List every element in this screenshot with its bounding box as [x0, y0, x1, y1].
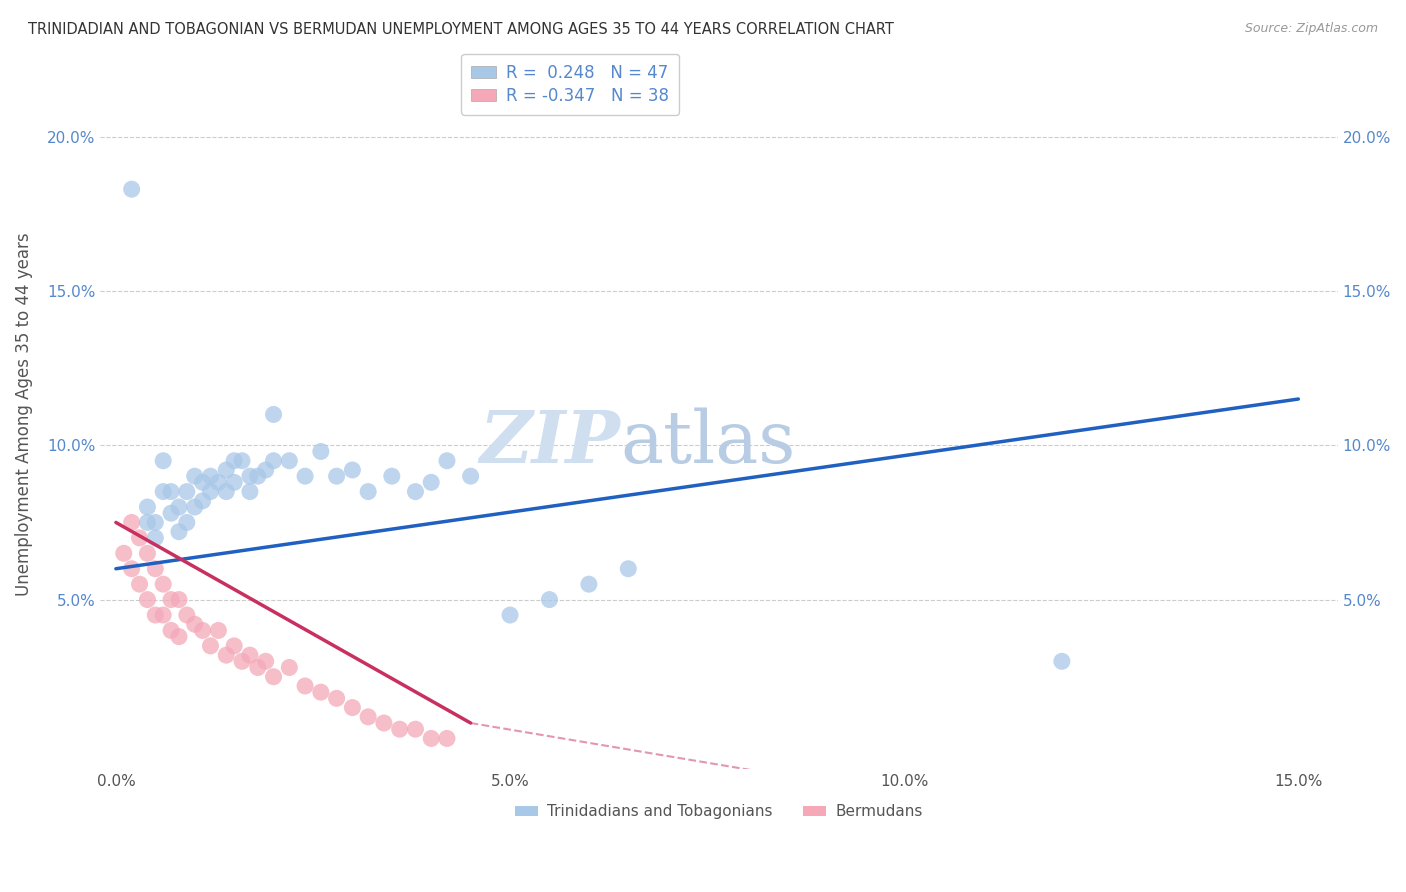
Point — [143, 562, 166, 576]
Point — [121, 562, 143, 576]
Point — [167, 524, 190, 539]
Point — [294, 679, 316, 693]
Point — [136, 546, 159, 560]
Point — [254, 463, 277, 477]
Point — [388, 722, 411, 736]
Point — [231, 454, 253, 468]
Point — [239, 469, 262, 483]
Y-axis label: Unemployment Among Ages 35 to 44 years: Unemployment Among Ages 35 to 44 years — [15, 233, 32, 596]
Point — [215, 463, 238, 477]
Point — [215, 484, 238, 499]
Point — [143, 531, 166, 545]
Point — [231, 654, 253, 668]
Point — [420, 731, 443, 746]
Point — [246, 660, 269, 674]
Point — [191, 624, 214, 638]
Point — [381, 469, 404, 483]
Point — [278, 454, 301, 468]
Point — [136, 500, 159, 514]
Point — [460, 469, 482, 483]
Point — [160, 592, 183, 607]
Point — [309, 444, 332, 458]
Point — [200, 469, 222, 483]
Point — [176, 516, 198, 530]
Point — [342, 700, 364, 714]
Point — [357, 710, 380, 724]
Point — [325, 469, 347, 483]
Point — [207, 624, 229, 638]
Point — [160, 506, 183, 520]
Point — [152, 484, 174, 499]
Point — [176, 484, 198, 499]
Point — [128, 531, 150, 545]
Point — [160, 484, 183, 499]
Point — [1050, 654, 1073, 668]
Point — [263, 670, 285, 684]
Point — [436, 454, 458, 468]
Point — [191, 475, 214, 490]
Point — [143, 607, 166, 622]
Point — [176, 607, 198, 622]
Point — [167, 630, 190, 644]
Point — [183, 469, 205, 483]
Point — [263, 408, 285, 422]
Point — [246, 469, 269, 483]
Point — [200, 639, 222, 653]
Point — [254, 654, 277, 668]
Point — [136, 516, 159, 530]
Point — [128, 577, 150, 591]
Point — [578, 577, 600, 591]
Point — [325, 691, 347, 706]
Point — [239, 648, 262, 662]
Point — [224, 454, 246, 468]
Point — [215, 648, 238, 662]
Point — [420, 475, 443, 490]
Point — [404, 484, 426, 499]
Point — [152, 607, 174, 622]
Point — [183, 617, 205, 632]
Point — [499, 607, 522, 622]
Point — [224, 475, 246, 490]
Point — [152, 577, 174, 591]
Point — [263, 454, 285, 468]
Point — [121, 182, 143, 196]
Point — [404, 722, 426, 736]
Point — [357, 484, 380, 499]
Point — [121, 516, 143, 530]
Point — [538, 592, 561, 607]
Point — [183, 500, 205, 514]
Legend: Trinidadians and Tobagonians, Bermudans: Trinidadians and Tobagonians, Bermudans — [509, 798, 929, 825]
Point — [436, 731, 458, 746]
Point — [167, 592, 190, 607]
Point — [342, 463, 364, 477]
Point — [617, 562, 640, 576]
Point — [294, 469, 316, 483]
Point — [309, 685, 332, 699]
Point — [152, 454, 174, 468]
Point — [112, 546, 135, 560]
Point — [160, 624, 183, 638]
Text: Source: ZipAtlas.com: Source: ZipAtlas.com — [1244, 22, 1378, 36]
Text: atlas: atlas — [620, 408, 796, 478]
Point — [167, 500, 190, 514]
Text: TRINIDADIAN AND TOBAGONIAN VS BERMUDAN UNEMPLOYMENT AMONG AGES 35 TO 44 YEARS CO: TRINIDADIAN AND TOBAGONIAN VS BERMUDAN U… — [28, 22, 894, 37]
Point — [224, 639, 246, 653]
Point — [200, 484, 222, 499]
Text: ZIP: ZIP — [479, 408, 620, 478]
Point — [239, 484, 262, 499]
Point — [373, 716, 395, 731]
Point — [278, 660, 301, 674]
Point — [143, 516, 166, 530]
Point — [207, 475, 229, 490]
Point — [136, 592, 159, 607]
Point — [191, 493, 214, 508]
